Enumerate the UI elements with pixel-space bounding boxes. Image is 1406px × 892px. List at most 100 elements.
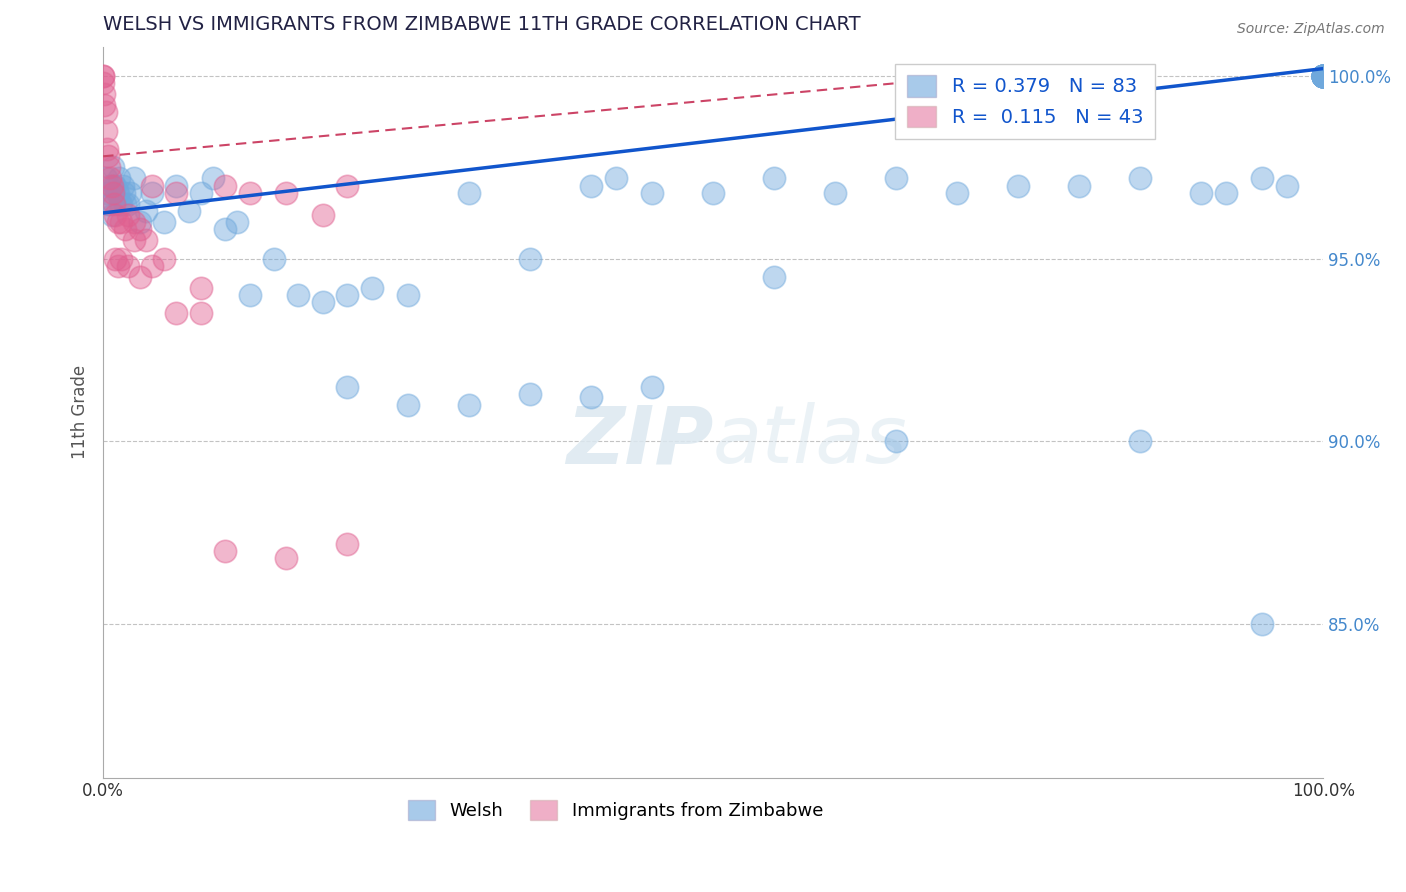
Point: [287, 288, 309, 302]
Text: ZIP: ZIP: [565, 402, 713, 481]
Point: [1312, 69, 1334, 83]
Point: [165, 186, 187, 200]
Point: [336, 178, 359, 193]
Point: [100, 171, 122, 186]
Text: atlas: atlas: [713, 402, 908, 481]
Point: [1189, 186, 1212, 200]
Point: [263, 252, 285, 266]
Text: WELSH VS IMMIGRANTS FROM ZIMBABWE 11TH GRADE CORRELATION CHART: WELSH VS IMMIGRANTS FROM ZIMBABWE 11TH G…: [103, 15, 860, 34]
Point: [1312, 69, 1334, 83]
Point: [94, 105, 117, 120]
Point: [112, 186, 135, 200]
Point: [107, 259, 129, 273]
Point: [104, 252, 127, 266]
Point: [91, 76, 114, 90]
Point: [1312, 69, 1334, 83]
Point: [103, 196, 125, 211]
Point: [97, 196, 120, 211]
Point: [884, 171, 907, 186]
Point: [360, 281, 382, 295]
Point: [114, 222, 136, 236]
Point: [214, 178, 236, 193]
Point: [100, 178, 122, 193]
Point: [1312, 69, 1334, 83]
Point: [141, 186, 163, 200]
Point: [103, 178, 125, 193]
Point: [1312, 69, 1334, 83]
Point: [128, 215, 150, 229]
Point: [641, 186, 664, 200]
Point: [519, 387, 541, 401]
Point: [1312, 69, 1334, 83]
Point: [1312, 69, 1334, 83]
Point: [190, 306, 212, 320]
Point: [201, 171, 224, 186]
Text: Source: ZipAtlas.com: Source: ZipAtlas.com: [1237, 22, 1385, 37]
Point: [1007, 178, 1029, 193]
Point: [153, 252, 176, 266]
Point: [336, 379, 359, 393]
Point: [1312, 69, 1334, 83]
Point: [190, 281, 212, 295]
Point: [1312, 69, 1334, 83]
Point: [579, 391, 602, 405]
Point: [96, 142, 118, 156]
Point: [605, 171, 627, 186]
Point: [884, 434, 907, 449]
Point: [93, 87, 115, 102]
Point: [122, 215, 145, 229]
Point: [110, 196, 132, 211]
Point: [458, 398, 481, 412]
Point: [1312, 69, 1334, 83]
Point: [135, 233, 157, 247]
Point: [107, 186, 129, 200]
Point: [1312, 69, 1334, 83]
Point: [108, 196, 131, 211]
Point: [1312, 69, 1334, 83]
Point: [117, 196, 139, 211]
Point: [214, 222, 236, 236]
Point: [1312, 69, 1334, 83]
Point: [165, 306, 187, 320]
Point: [1129, 171, 1152, 186]
Point: [104, 178, 127, 193]
Point: [396, 398, 419, 412]
Point: [1251, 171, 1274, 186]
Point: [93, 98, 115, 112]
Point: [111, 178, 134, 193]
Point: [177, 204, 200, 219]
Point: [91, 69, 114, 83]
Point: [105, 186, 128, 200]
Point: [135, 204, 157, 219]
Point: [226, 215, 249, 229]
Point: [117, 259, 139, 273]
Point: [98, 178, 121, 193]
Point: [519, 252, 541, 266]
Point: [101, 161, 124, 175]
Point: [1312, 69, 1334, 83]
Point: [1275, 178, 1298, 193]
Point: [1069, 178, 1091, 193]
Point: [117, 208, 139, 222]
Y-axis label: 11th Grade: 11th Grade: [72, 365, 89, 459]
Point: [824, 186, 846, 200]
Point: [190, 186, 212, 200]
Point: [141, 178, 163, 193]
Point: [97, 149, 120, 163]
Point: [108, 171, 131, 186]
Point: [141, 259, 163, 273]
Point: [276, 186, 298, 200]
Point: [458, 186, 481, 200]
Point: [214, 544, 236, 558]
Point: [702, 186, 724, 200]
Point: [165, 178, 187, 193]
Point: [114, 196, 136, 211]
Point: [118, 186, 141, 200]
Point: [153, 215, 176, 229]
Point: [1312, 69, 1334, 83]
Point: [101, 186, 124, 200]
Point: [104, 208, 127, 222]
Point: [1215, 186, 1237, 200]
Point: [128, 269, 150, 284]
Point: [641, 379, 664, 393]
